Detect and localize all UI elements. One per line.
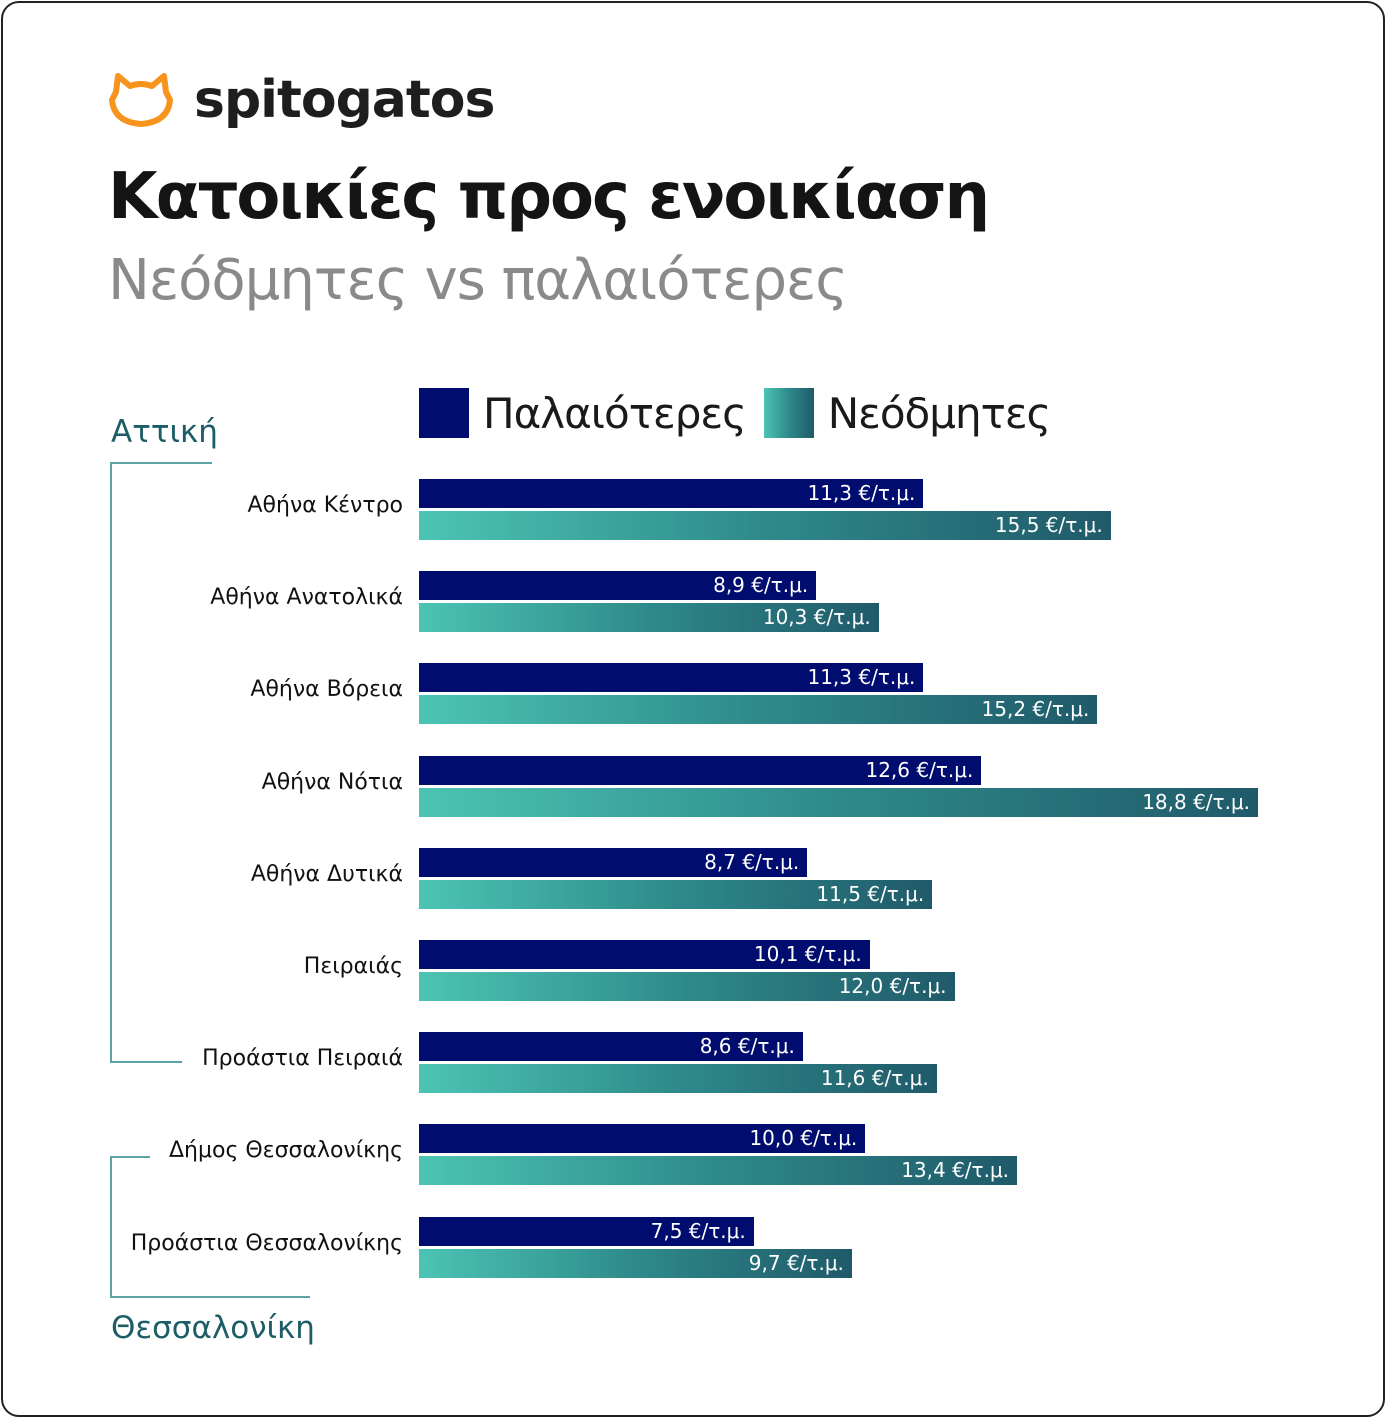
category-label: Αθήνα Ανατολικά xyxy=(210,585,403,611)
bracket-attica-top xyxy=(110,462,212,464)
legend-label-new: Νεόδμητες xyxy=(827,388,1051,438)
bracket-thess-top xyxy=(110,1156,150,1158)
bar-new: 11,5 €/τ.μ. xyxy=(419,879,933,909)
category-label: Δήμος Θεσσαλονίκης xyxy=(169,1138,403,1164)
bracket-thess-bottom xyxy=(110,1296,310,1298)
category-label: Αθήνα Κέντρο xyxy=(247,493,403,518)
bracket-attica-vertical xyxy=(110,462,112,1063)
bar-old: 10,0 €/τ.μ. xyxy=(419,1124,866,1154)
bar-new: 15,5 €/τ.μ. xyxy=(419,511,1111,540)
category-label: Πειραιάς xyxy=(303,954,403,979)
brand-name: spitogatos xyxy=(194,70,495,130)
cat-logo-icon xyxy=(109,73,173,127)
brand-logo: spitogatos xyxy=(108,70,495,130)
category-label: Αθήνα Βόρεια xyxy=(250,677,403,703)
bar-new: 10,3 €/τ.μ. xyxy=(419,603,879,633)
bar-old: 8,9 €/τ.μ. xyxy=(419,571,817,601)
bracket-thess-vertical xyxy=(110,1156,112,1297)
page-subtitle: Νεόδμητες vs παλαιότερες xyxy=(108,248,848,313)
page-title: Κατοικίες προς ενοικίαση xyxy=(108,160,990,234)
bar-new: 13,4 €/τ.μ. xyxy=(419,1156,1018,1186)
bar-old: 11,3 €/τ.μ. xyxy=(419,479,924,508)
bar-new: 18,8 €/τ.μ. xyxy=(419,787,1259,817)
bar-old: 8,6 €/τ.μ. xyxy=(419,1032,803,1062)
bar-old: 12,6 €/τ.μ. xyxy=(419,755,982,785)
bar-new: 11,6 €/τ.μ. xyxy=(419,1064,937,1094)
bar-old: 10,1 €/τ.μ. xyxy=(419,940,870,969)
category-label: Προάστια Πειραιά xyxy=(202,1046,403,1072)
bracket-attica-bottom xyxy=(110,1061,182,1063)
category-label: Αθήνα Νότια xyxy=(261,769,403,795)
category-label: Προάστια Θεσσαλονίκης xyxy=(130,1230,403,1256)
bar-old: 8,7 €/τ.μ. xyxy=(419,847,808,877)
group-label-thessaloniki: Θεσσαλονίκη xyxy=(111,1310,315,1346)
legend-swatch-old xyxy=(419,388,469,438)
bar-new: 9,7 €/τ.μ. xyxy=(419,1248,852,1278)
bar-new: 15,2 €/τ.μ. xyxy=(419,695,1098,725)
bar-old: 11,3 €/τ.μ. xyxy=(419,663,924,693)
bar-old: 7,5 €/τ.μ. xyxy=(419,1216,754,1246)
legend-swatch-new xyxy=(763,388,814,438)
category-label: Αθήνα Δυτικά xyxy=(250,861,403,887)
legend: Παλαιότερες Νεόδμητες xyxy=(419,388,1068,438)
bar-new: 12,0 €/τ.μ. xyxy=(419,972,955,1001)
legend-label-old: Παλαιότερες xyxy=(483,388,747,438)
group-label-attica: Αττική xyxy=(111,414,218,450)
